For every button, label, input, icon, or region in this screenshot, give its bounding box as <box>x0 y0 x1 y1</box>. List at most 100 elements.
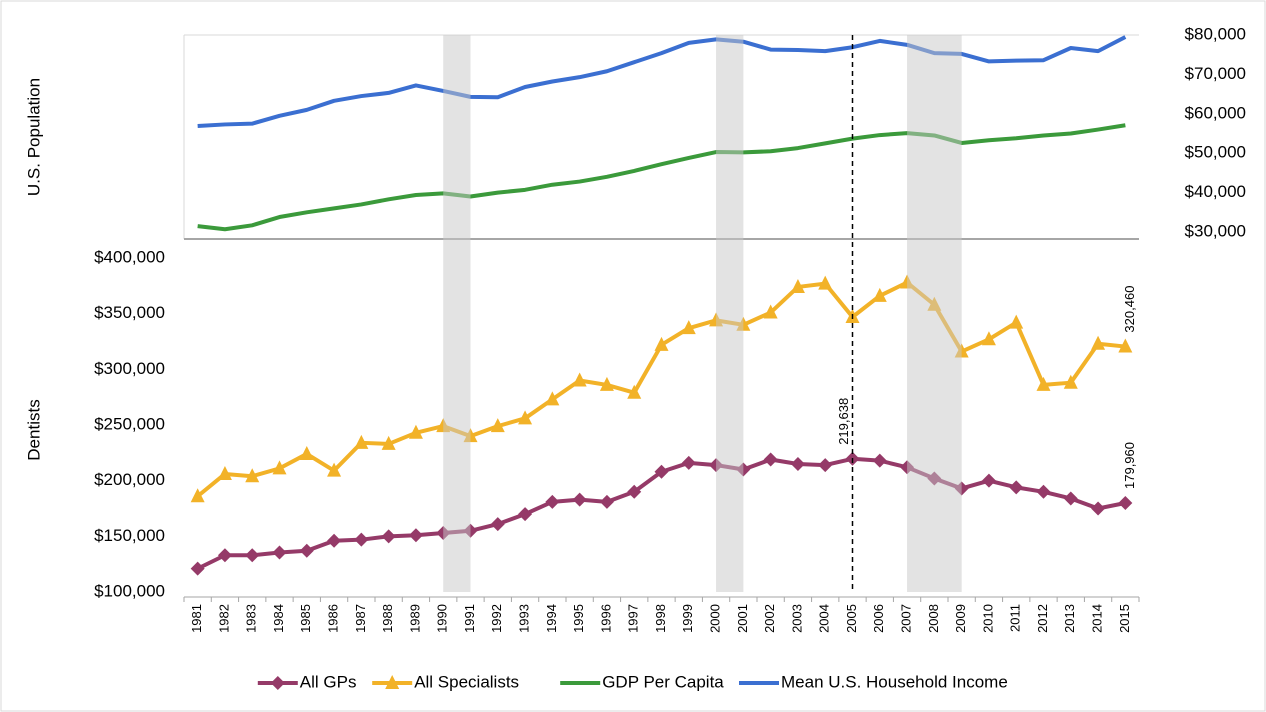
data-point <box>790 278 805 293</box>
data-point <box>818 458 833 473</box>
data-point <box>654 336 669 351</box>
y-tick-label: $100,000 <box>94 581 165 600</box>
x-tick-label: 2005 <box>844 604 859 633</box>
data-point <box>763 304 778 319</box>
data-point <box>299 445 314 460</box>
x-tick-label: 1982 <box>216 604 231 633</box>
x-tick-label: 2000 <box>708 604 723 633</box>
y-axis-title: Dentists <box>24 399 43 460</box>
x-tick-label: 1987 <box>353 604 368 633</box>
data-point <box>1009 314 1024 329</box>
x-tick-label: 1993 <box>517 604 532 633</box>
data-point <box>217 465 232 480</box>
x-tick-label: 1983 <box>244 604 259 633</box>
x-tick-label: 1999 <box>680 604 695 633</box>
legend-label: All Specialists <box>414 672 519 691</box>
data-point <box>872 453 887 468</box>
data-point <box>381 529 396 544</box>
data-point <box>818 275 833 290</box>
x-tick-label: 2014 <box>1090 604 1105 633</box>
series-line <box>197 123 1126 232</box>
x-tick-label: 2010 <box>980 604 995 633</box>
data-point <box>872 287 887 302</box>
data-point <box>1118 495 1133 510</box>
data-point <box>763 452 778 467</box>
y-tick-label: $200,000 <box>94 470 165 489</box>
shaded-period <box>907 35 962 592</box>
data-point <box>681 455 696 470</box>
data-point <box>681 320 696 335</box>
data-point <box>545 391 560 406</box>
x-tick-label: 1981 <box>189 604 204 633</box>
data-point <box>217 548 232 563</box>
data-point <box>518 507 533 522</box>
x-tick-label: 2001 <box>735 604 750 633</box>
x-tick-label: 1994 <box>544 604 559 633</box>
data-point <box>790 456 805 471</box>
data-point <box>408 528 423 543</box>
y2-tick-label: $30,000 <box>1185 221 1246 240</box>
legend-marker <box>270 676 285 690</box>
data-point <box>408 424 423 439</box>
x-tick-label: 2012 <box>1035 604 1050 633</box>
x-tick-label: 1997 <box>626 604 641 633</box>
data-point <box>190 488 205 503</box>
data-point <box>545 494 560 509</box>
data-point <box>981 331 996 346</box>
data-point <box>327 462 342 477</box>
x-tick-label: 1995 <box>571 604 586 633</box>
x-tick-label: 1984 <box>271 604 286 633</box>
data-point <box>981 473 996 488</box>
data-point <box>654 464 669 479</box>
shaded-period <box>716 35 744 592</box>
x-tick-label: 2002 <box>762 604 777 633</box>
data-point <box>245 548 260 563</box>
y-tick-label: $250,000 <box>94 414 165 433</box>
data-point <box>381 435 396 450</box>
x-tick-label: 2007 <box>899 604 914 633</box>
x-tick-label: 2013 <box>1062 604 1077 633</box>
x-tick-label: 1988 <box>380 604 395 633</box>
y-tick-label: $150,000 <box>94 526 165 545</box>
y2-tick-label: $60,000 <box>1185 103 1246 122</box>
value-label: 219,638 <box>836 398 851 445</box>
data-point <box>1036 376 1051 391</box>
data-point <box>490 517 505 532</box>
data-point <box>354 532 369 547</box>
legend-label: GDP Per Capita <box>602 672 724 691</box>
data-point <box>299 543 314 558</box>
data-point <box>627 384 642 399</box>
data-point <box>1009 480 1024 495</box>
y2-axis-title: U.S. Population <box>24 78 43 196</box>
x-tick-label: 2008 <box>926 604 941 633</box>
value-label: 320,460 <box>1122 286 1137 333</box>
data-point <box>518 410 533 425</box>
value-label: 179,960 <box>1122 442 1137 489</box>
x-tick-label: 2009 <box>953 604 968 633</box>
data-point <box>327 533 342 548</box>
y2-tick-label: $70,000 <box>1185 64 1246 83</box>
x-tick-label: 1991 <box>462 604 477 633</box>
x-tick-label: 2011 <box>1008 604 1023 632</box>
x-tick-label: 1990 <box>435 604 450 633</box>
y2-tick-label: $40,000 <box>1185 182 1246 201</box>
x-tick-label: 2006 <box>871 604 886 633</box>
x-tick-label: 1996 <box>598 604 613 633</box>
data-point <box>1063 374 1078 389</box>
x-tick-label: 1985 <box>298 604 313 633</box>
data-point <box>627 484 642 499</box>
y-tick-label: $350,000 <box>94 303 165 322</box>
data-point <box>599 376 614 391</box>
x-tick-label: 2015 <box>1117 604 1132 633</box>
data-point <box>1091 335 1106 350</box>
data-point <box>599 494 614 509</box>
data-point <box>1118 338 1133 353</box>
data-point <box>354 434 369 449</box>
data-point <box>190 561 205 576</box>
data-point <box>572 492 587 507</box>
legend-label: All GPs <box>300 672 357 691</box>
data-point <box>1036 484 1051 499</box>
data-point <box>572 372 587 387</box>
